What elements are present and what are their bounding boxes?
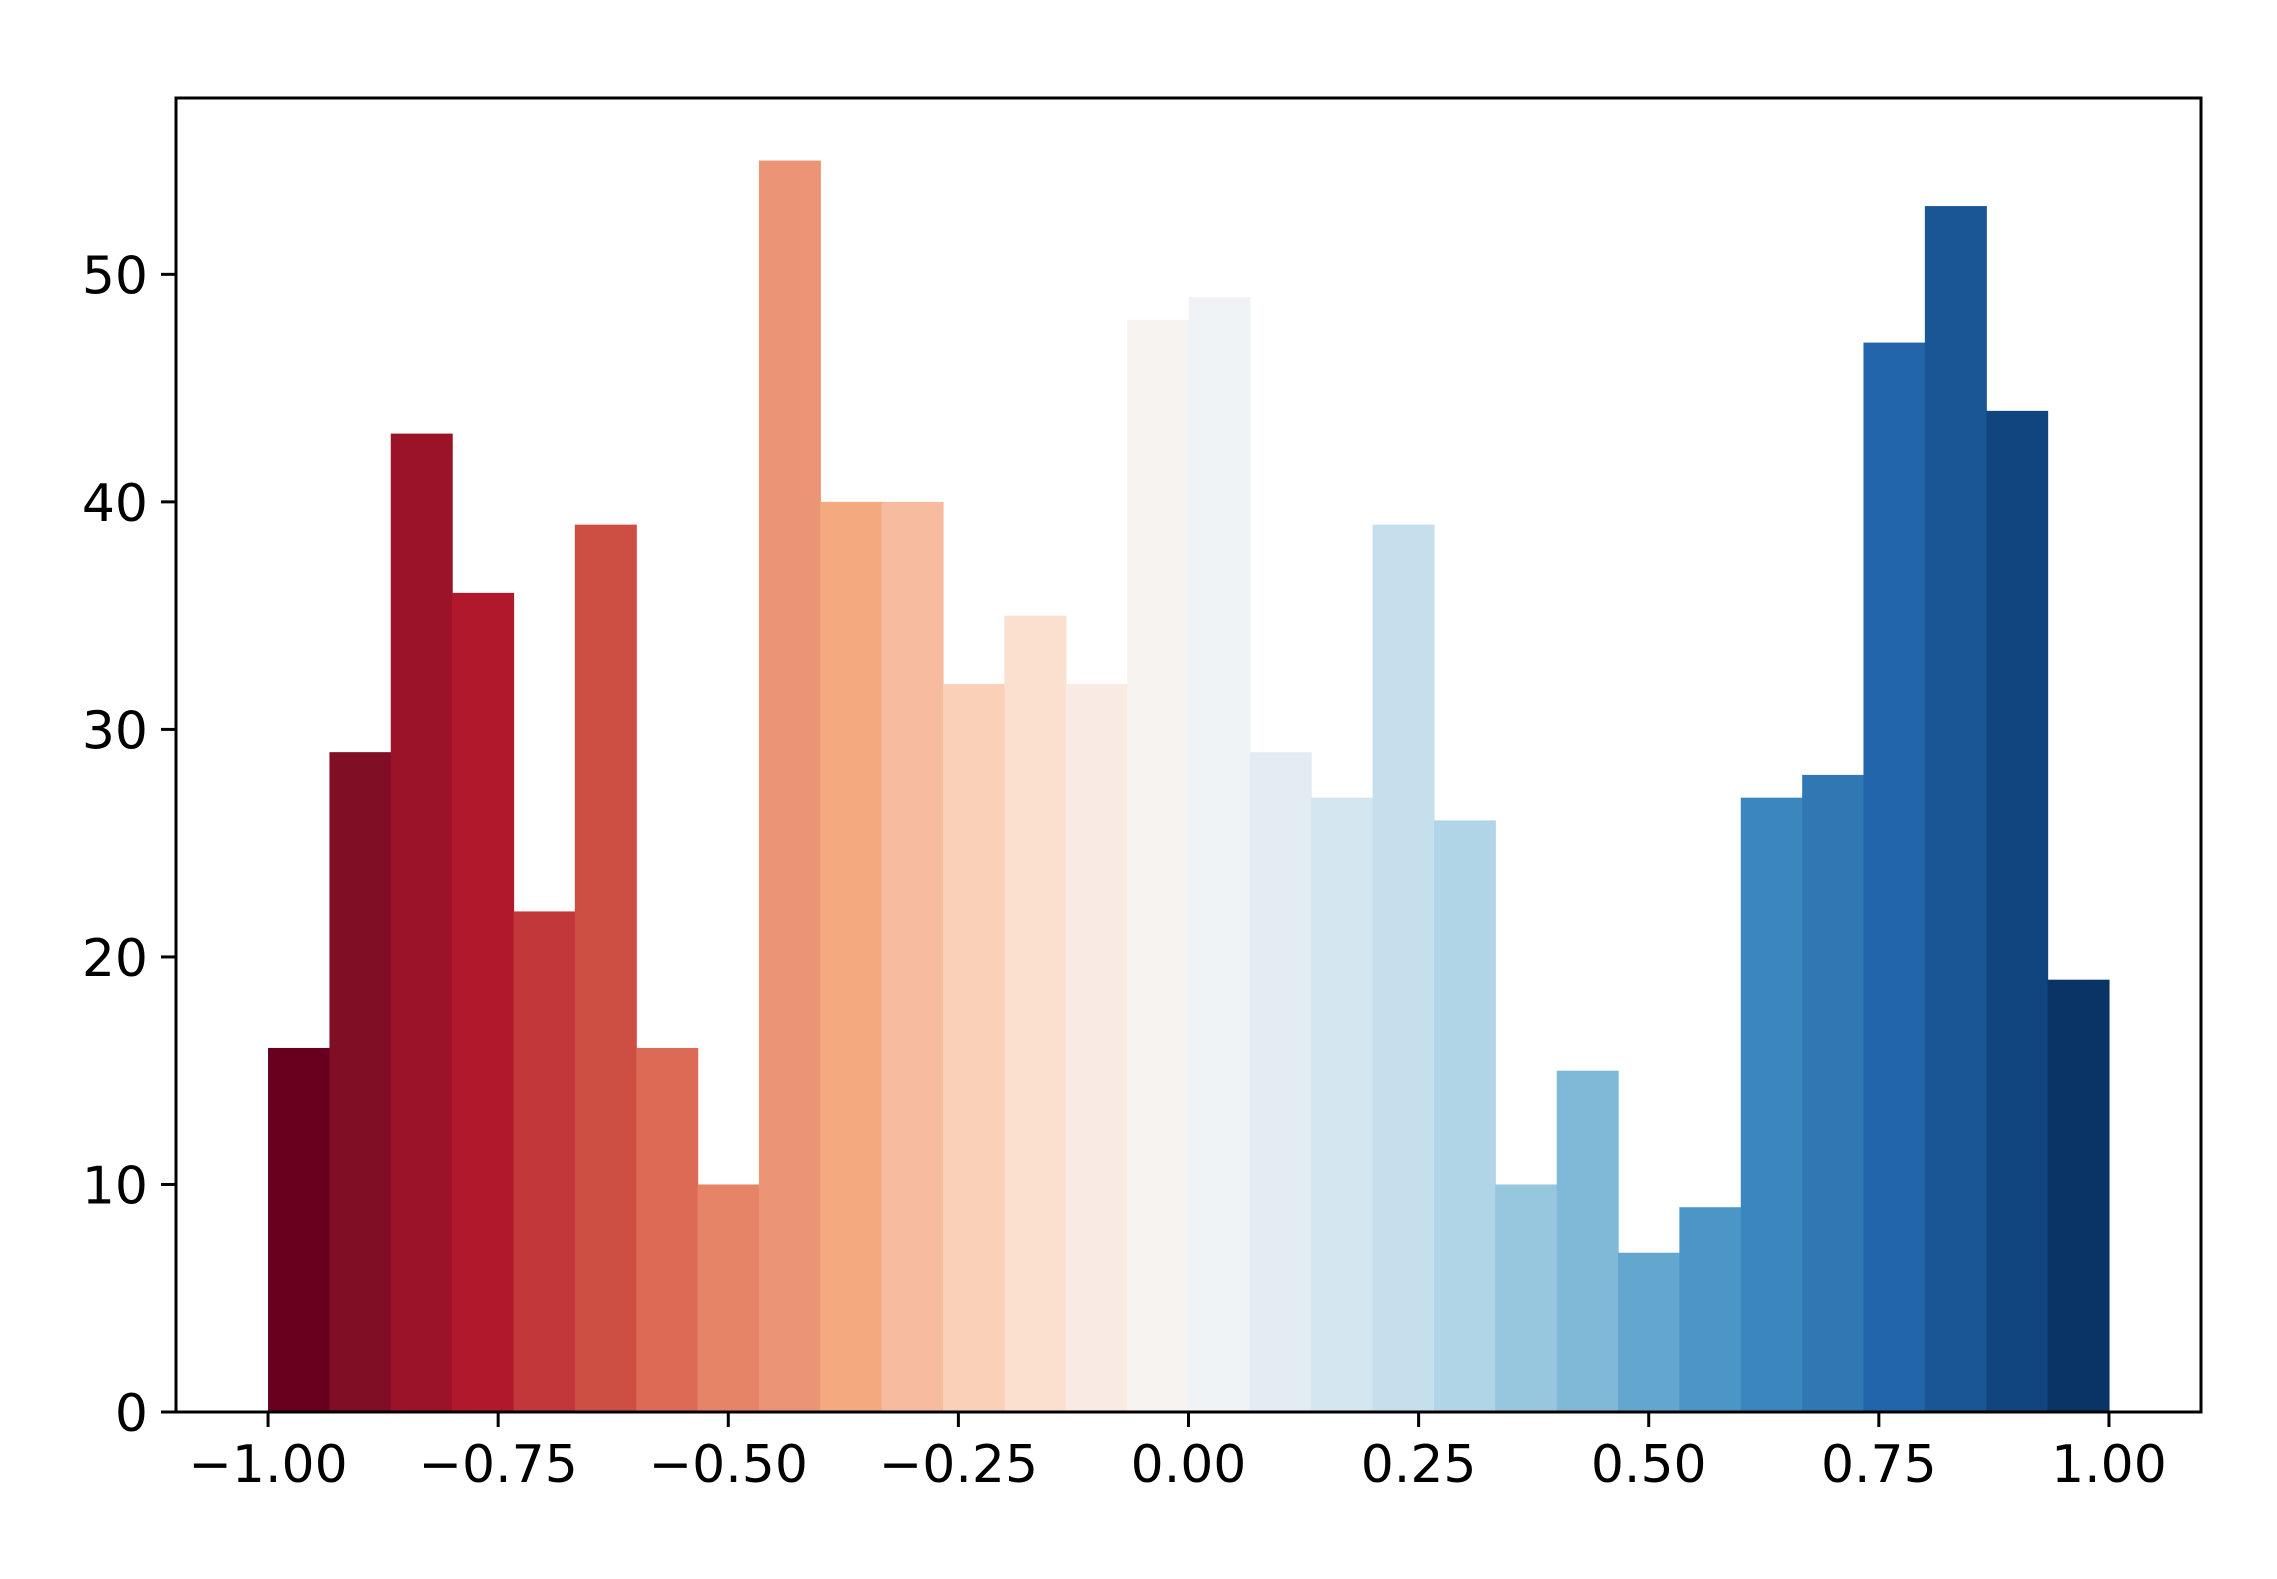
histogram-bar: [1495, 1184, 1558, 1412]
histogram-bar: [943, 683, 1006, 1412]
histogram-bar: [1740, 797, 1803, 1412]
x-tick-label: 0.75: [1821, 1435, 1937, 1495]
histogram-bar: [1127, 319, 1190, 1413]
histogram-bar: [1986, 410, 2049, 1412]
histogram-bar: [1618, 1252, 1680, 1412]
histogram-bar: [1924, 206, 1987, 1413]
x-tick-label: −1.00: [188, 1435, 347, 1495]
y-tick-label: 30: [82, 701, 148, 761]
x-axis: −1.00 −0.75 −0.50 −0.25 0.00 0.25 0.50 0.75 1.00: [188, 1412, 2167, 1495]
histogram-bar: [1802, 774, 1865, 1412]
histogram-bar: [452, 592, 515, 1412]
x-tick-label: 0.50: [1591, 1435, 1707, 1495]
histogram-bar: [513, 911, 576, 1412]
histogram-bar: [697, 1184, 760, 1412]
histogram-bar: [329, 752, 392, 1412]
histogram-bar: [820, 501, 883, 1412]
histogram-bar: [268, 1047, 331, 1412]
histogram-bar: [390, 433, 453, 1413]
x-tick-label: −0.25: [879, 1435, 1038, 1495]
histogram-bar: [636, 1047, 699, 1412]
y-tick-label: 50: [82, 246, 148, 306]
x-tick-label: −0.75: [418, 1435, 577, 1495]
y-tick-label: 40: [82, 474, 148, 534]
histogram-bar: [1004, 615, 1067, 1412]
histogram-bar: [881, 501, 944, 1412]
histogram-bar: [1679, 1207, 1742, 1412]
histogram-bar: [758, 160, 821, 1413]
y-tick-label: 10: [82, 1156, 148, 1216]
histogram-bar: [1433, 820, 1496, 1412]
histogram-bar: [1188, 297, 1251, 1412]
x-tick-label: −0.50: [649, 1435, 808, 1495]
y-tick-label: 20: [82, 929, 148, 989]
histogram-bar: [2047, 979, 2110, 1412]
histogram-bar: [1372, 524, 1435, 1412]
histogram-bar: [1249, 752, 1312, 1412]
histogram-bar: [1311, 797, 1374, 1412]
x-tick-label: 0.25: [1361, 1435, 1477, 1495]
bars-group: [268, 160, 2110, 1413]
histogram-bar: [1863, 342, 1926, 1412]
histogram-bar: [574, 524, 637, 1412]
histogram-bar: [1556, 1070, 1619, 1412]
y-tick-label: 0: [115, 1384, 148, 1444]
x-tick-label: 0.00: [1131, 1435, 1247, 1495]
histogram-bar: [1065, 683, 1128, 1412]
y-axis: 0 10 20 30 40 50: [82, 246, 176, 1444]
x-tick-label: 1.00: [2051, 1435, 2167, 1495]
